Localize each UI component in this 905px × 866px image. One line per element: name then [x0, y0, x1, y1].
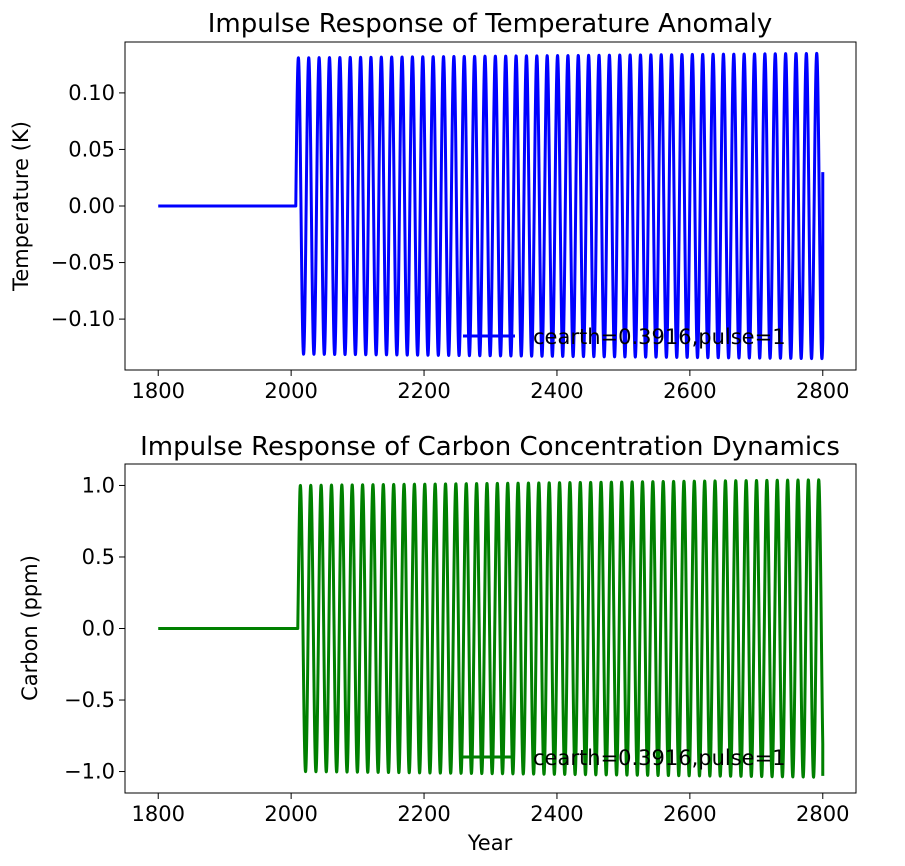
- carbon-x-tick-label-1800: 1800: [132, 802, 185, 826]
- temperature-panel: Impulse Response of Temperature Anomaly …: [9, 9, 857, 403]
- temperature-chart-title: Impulse Response of Temperature Anomaly: [208, 9, 772, 39]
- carbon-x-axis-label: Year: [467, 831, 513, 855]
- carbon-chart-title: Impulse Response of Carbon Concentration…: [140, 432, 840, 462]
- carbon-series-line-0: [158, 478, 825, 779]
- temperature-y-ticks: 0.10 0.05 0.00 −0.05 −0.10: [51, 81, 125, 331]
- carbon-legend: cearth=0.3916,pulse=1: [463, 746, 786, 770]
- temperature-y-tick-label-4: −0.10: [51, 307, 115, 331]
- carbon-plot-area: [158, 478, 825, 779]
- temperature-x-tick-label-2200: 2200: [397, 379, 450, 403]
- carbon-x-tick-label-2800: 2800: [796, 802, 849, 826]
- temperature-legend: cearth=0.3916,pulse=1: [463, 325, 786, 349]
- temperature-x-ticks: 1800 2000 2200 2400 2600 2800: [132, 370, 849, 403]
- temperature-y-axis-label: Temperature (K): [9, 121, 33, 292]
- temperature-plot-area: [158, 51, 825, 361]
- carbon-y-tick-label-3: −0.5: [64, 688, 115, 712]
- temperature-y-tick-label-0: 0.10: [68, 81, 115, 105]
- carbon-y-tick-label-1: 0.5: [82, 545, 115, 569]
- temperature-x-tick-label-2800: 2800: [796, 379, 849, 403]
- carbon-x-tick-label-2200: 2200: [397, 802, 450, 826]
- carbon-y-tick-label-2: 0.0: [82, 617, 115, 641]
- temperature-x-tick-label-1800: 1800: [132, 379, 185, 403]
- temperature-x-tick-label-2600: 2600: [663, 379, 716, 403]
- carbon-x-tick-label-2400: 2400: [530, 802, 583, 826]
- carbon-x-ticks: 1800 2000 2200 2400 2600 2800: [132, 793, 849, 826]
- temperature-y-tick-label-2: 0.00: [68, 194, 115, 218]
- carbon-x-tick-label-2600: 2600: [663, 802, 716, 826]
- carbon-y-tick-label-4: −1.0: [64, 760, 115, 784]
- carbon-y-tick-label-0: 1.0: [82, 473, 115, 497]
- temperature-y-tick-label-1: 0.05: [68, 137, 115, 161]
- carbon-y-axis-label: Carbon (ppm): [18, 555, 42, 701]
- carbon-panel: Impulse Response of Carbon Concentration…: [18, 432, 857, 855]
- carbon-x-tick-label-2000: 2000: [264, 802, 317, 826]
- carbon-y-ticks: 1.0 0.5 0.0 −0.5 −1.0: [64, 473, 125, 784]
- carbon-legend-label: cearth=0.3916,pulse=1: [533, 746, 786, 770]
- temperature-x-tick-label-2000: 2000: [264, 379, 317, 403]
- temperature-x-tick-label-2400: 2400: [530, 379, 583, 403]
- temperature-legend-label: cearth=0.3916,pulse=1: [533, 325, 786, 349]
- temperature-y-tick-label-3: −0.05: [51, 251, 115, 275]
- temperature-series-line-0: [158, 51, 825, 361]
